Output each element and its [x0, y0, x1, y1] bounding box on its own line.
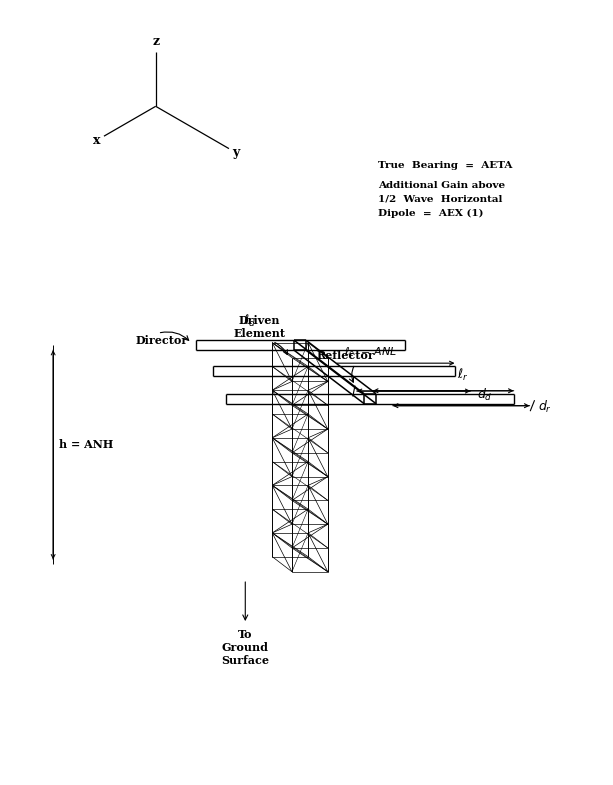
Text: To: To	[238, 629, 253, 640]
Text: $d_r$: $d_r$	[538, 399, 552, 414]
Text: $\ell_r$: $\ell_r$	[457, 367, 468, 383]
Text: y: y	[232, 146, 240, 159]
Text: Element: Element	[234, 328, 285, 339]
Text: x: x	[93, 133, 101, 147]
Text: h = ANH: h = ANH	[59, 440, 113, 451]
Text: Reflector: Reflector	[316, 350, 374, 361]
Text: True  Bearing  =  AETA: True Bearing = AETA	[378, 161, 512, 170]
Text: Driven: Driven	[238, 316, 280, 327]
Text: Ground: Ground	[222, 642, 268, 653]
Text: Director: Director	[135, 334, 188, 345]
Text: Dipole  =  AEX (1): Dipole = AEX (1)	[378, 209, 483, 218]
Text: $\ell_e$  = ANL: $\ell_e$ = ANL	[344, 345, 397, 359]
Text: z: z	[152, 35, 159, 48]
Text: $d_d$: $d_d$	[478, 387, 493, 403]
Text: 1/2  Wave  Horizontal: 1/2 Wave Horizontal	[378, 195, 502, 204]
Text: Additional Gain above: Additional Gain above	[378, 181, 504, 190]
Text: Surface: Surface	[221, 655, 269, 666]
Text: $\ell_d$: $\ell_d$	[243, 313, 256, 330]
